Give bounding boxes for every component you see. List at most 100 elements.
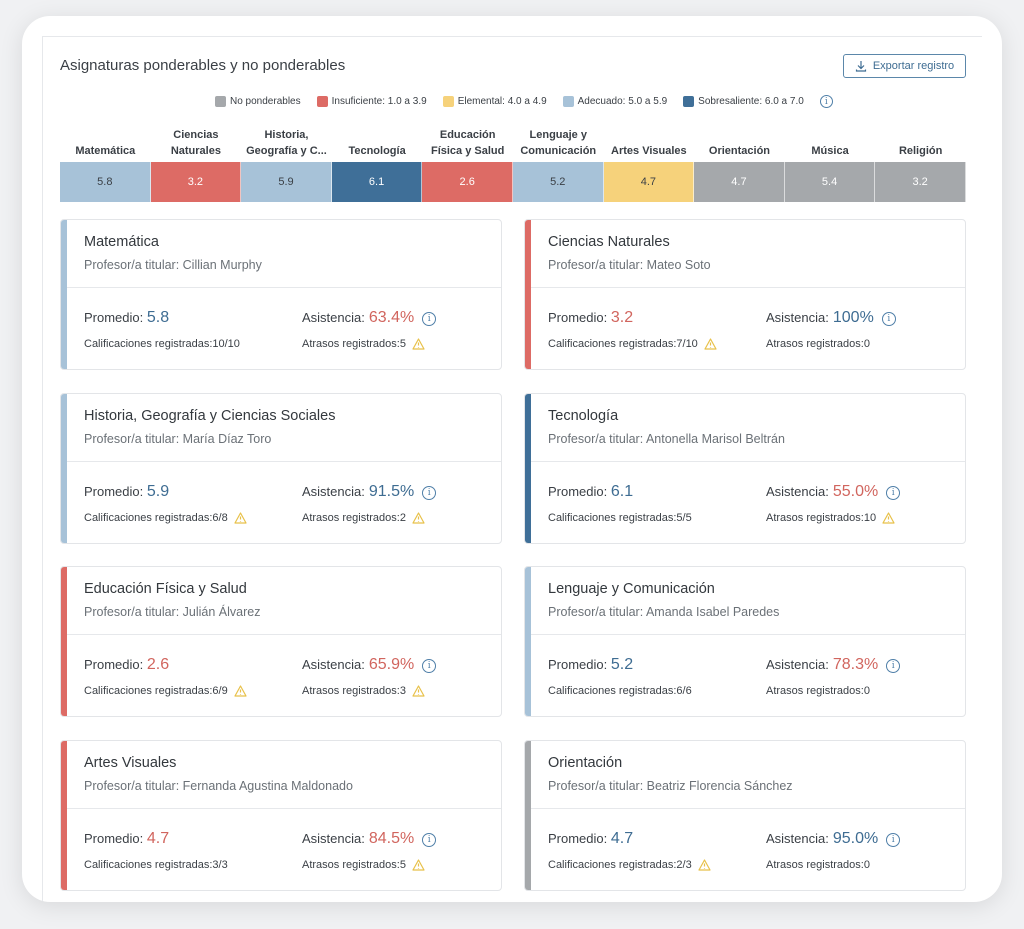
grades-registered: Calificaciones registradas: 6/9	[84, 685, 247, 697]
subject-header-text: Religión	[899, 143, 942, 159]
legend-item: Insuficiente: 1.0 a 3.9	[316, 96, 427, 107]
grades-registered-value: 6/6	[676, 685, 692, 697]
subject-headers: Matemática Ciencias Naturales Historia, Geog…	[60, 121, 966, 159]
attendance-value: 91.5%	[368, 482, 415, 500]
divider	[531, 807, 965, 809]
subject-card[interactable]: Artes Visuales Profesor/a titular: Fernan…	[60, 739, 502, 891]
grades-registered: Calificaciones registradas: 6/8	[84, 512, 247, 524]
average-value: 6.1	[610, 482, 634, 500]
attendance-label: Asistencia:	[766, 310, 829, 325]
teacher-prefix: Profesor/a titular:	[84, 605, 183, 619]
subject-grade-cell[interactable]: 6.1	[331, 162, 423, 202]
grades-registered-label: Calificaciones registradas:	[548, 338, 677, 350]
grades-registered-label: Calificaciones registradas:	[548, 858, 677, 871]
subject-header-line2: Orientación	[708, 145, 771, 157]
info-icon[interactable]: i	[886, 832, 901, 847]
subject-header-text: Tecnología	[348, 143, 405, 159]
subject-header: Lenguaje y Comunicación	[513, 121, 604, 159]
subject-name: Ciencias Naturales	[548, 234, 670, 250]
grades-registered-label: Calificaciones registradas:	[84, 511, 213, 524]
subject-grade-cell[interactable]: 3.2	[150, 162, 242, 202]
subject-card[interactable]: Matemática Profesor/a titular: Cillian Mu…	[60, 219, 502, 370]
delays-registered: Atrasos registrados: 0	[766, 338, 870, 350]
teacher-line: Profesor/a titular: Cillian Murphy	[84, 258, 262, 272]
teacher-prefix: Profesor/a titular:	[84, 258, 183, 272]
delays-registered-value: 0	[863, 858, 870, 871]
divider	[531, 634, 965, 635]
subject-grade-cell[interactable]: 5.9	[241, 162, 332, 202]
legend-label: No ponderables	[230, 96, 301, 107]
teacher-line: Profesor/a titular: María Díaz Toro	[84, 432, 271, 446]
subject-header-line2: Naturales	[170, 145, 221, 157]
subject-header: Educación Física y Salud	[422, 121, 513, 159]
teacher-line: Profesor/a titular: Fernanda Agustina Ma…	[84, 779, 353, 793]
average-value: 3.2	[610, 309, 634, 326]
teacher-line: Profesor/a titular: Antonella Marisol Be…	[548, 432, 785, 446]
grades-registered: Calificaciones registradas: 7/10	[548, 338, 717, 350]
subject-card[interactable]: Tecnología Profesor/a titular: Antonella …	[524, 392, 966, 544]
grades-registered-value: 2/3	[676, 858, 692, 871]
info-icon[interactable]: i	[422, 312, 437, 326]
grades-registered-label: Calificaciones registradas:	[548, 511, 677, 524]
average-label: Promedio:	[84, 657, 144, 672]
average: Promedio: 5.8	[84, 309, 169, 327]
card-stripe	[525, 740, 531, 890]
attendance: Asistencia: 95.0% i	[766, 830, 901, 848]
subject-name: Orientación	[548, 754, 623, 771]
subject-card[interactable]: Lenguaje y Comunicación Profesor/a titula…	[524, 566, 966, 717]
divider	[531, 460, 965, 462]
delays-registered: Atrasos registrados: 0	[766, 859, 870, 871]
subject-header-text: Historia, Geografía y C...	[246, 127, 327, 159]
grades-registered-value: 10/10	[212, 338, 240, 350]
subject-header-line1: Ciencias	[173, 129, 219, 141]
info-icon[interactable]: i	[422, 485, 437, 500]
warning-icon	[412, 685, 425, 697]
average-value: 5.2	[610, 656, 634, 673]
subject-header: Matemática	[60, 121, 151, 159]
attendance: Asistencia: 91.5% i	[302, 482, 437, 501]
info-icon[interactable]: i	[886, 485, 901, 500]
subject-header-line1: Historia,	[264, 129, 309, 141]
legend-label: Insuficiente: 1.0 a 3.9	[331, 96, 427, 107]
subject-grade-cell[interactable]: 5.4	[784, 162, 876, 202]
grades-registered-value: 6/8	[212, 511, 228, 524]
subject-grade-cell[interactable]: 5.2	[512, 162, 604, 202]
divider	[67, 460, 501, 462]
subject-grade-cell[interactable]: 3.2	[875, 162, 966, 202]
card-stripe	[61, 393, 67, 543]
card-stripe	[61, 567, 67, 716]
subject-grade-cell[interactable]: 4.7	[694, 162, 785, 202]
average: Promedio: 4.7	[84, 830, 169, 848]
subject-header-line2: Tecnología	[348, 145, 406, 157]
subject-card[interactable]: Ciencias Naturales Profesor/a titular: Ma…	[524, 219, 966, 370]
info-icon[interactable]: i	[819, 95, 833, 108]
subject-grade-cell[interactable]: 2.6	[422, 162, 513, 202]
legend-label: Elemental: 4.0 a 4.9	[457, 96, 547, 107]
subject-grade-cell[interactable]: 4.7	[603, 162, 695, 202]
grades-registered: Calificaciones registradas: 3/3	[84, 859, 228, 871]
info-icon[interactable]: i	[881, 312, 896, 326]
subject-grade-cell[interactable]: 5.8	[60, 162, 151, 202]
warning-icon	[882, 511, 895, 524]
average-value: 5.8	[146, 309, 170, 326]
subject-header: Orientación	[694, 121, 785, 159]
legend-swatch	[215, 96, 226, 107]
export-record-button[interactable]: Exportar registro	[843, 54, 966, 78]
subject-header-text: Educación Física y Salud	[431, 127, 504, 159]
teacher-name: Julián Álvarez	[182, 605, 261, 619]
subject-name: Matemática	[84, 234, 159, 250]
teacher-prefix: Profesor/a titular:	[84, 778, 183, 793]
grades-registered: Calificaciones registradas: 10/10	[84, 338, 240, 350]
info-icon[interactable]: i	[886, 659, 901, 673]
subject-card[interactable]: Orientación Profesor/a titular: Beatriz F…	[524, 739, 966, 891]
delays-registered-label: Atrasos registrados:	[766, 511, 864, 524]
download-icon	[855, 61, 866, 72]
subject-header: Ciencias Naturales	[151, 121, 242, 159]
teacher-line: Profesor/a titular: Beatriz Florencia Sá…	[548, 779, 793, 793]
info-icon[interactable]: i	[422, 659, 437, 673]
subject-card[interactable]: Historia, Geografía y Ciencias Sociales P…	[60, 392, 502, 544]
teacher-line: Profesor/a titular: Amanda Isabel Parede…	[548, 605, 779, 619]
info-icon[interactable]: i	[422, 832, 437, 847]
attendance-label: Asistencia:	[766, 657, 829, 672]
subject-card[interactable]: Educación Física y Salud Profesor/a titul…	[60, 566, 502, 717]
